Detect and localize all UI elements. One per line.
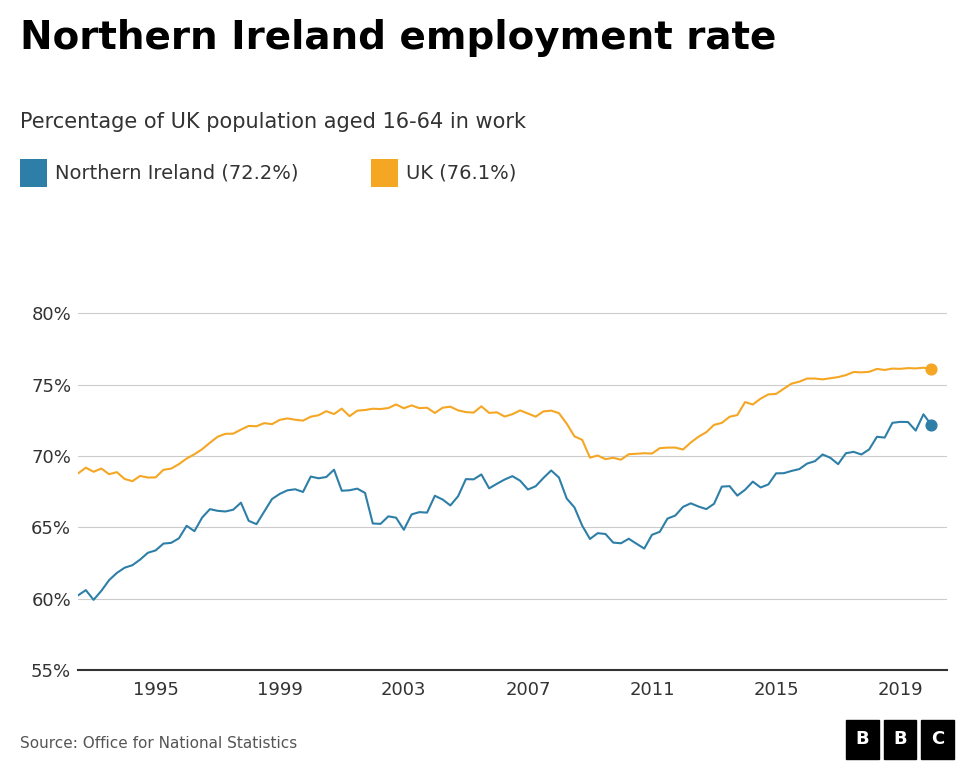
Bar xyxy=(883,720,916,758)
Bar xyxy=(921,720,954,758)
Text: B: B xyxy=(893,730,907,748)
Point xyxy=(923,418,939,430)
Text: B: B xyxy=(856,730,870,748)
Text: C: C xyxy=(931,730,944,748)
Text: Northern Ireland employment rate: Northern Ireland employment rate xyxy=(20,19,776,57)
Bar xyxy=(846,720,879,758)
Point xyxy=(923,363,939,375)
Text: Source: Office for National Statistics: Source: Office for National Statistics xyxy=(20,736,297,751)
Text: Percentage of UK population aged 16-64 in work: Percentage of UK population aged 16-64 i… xyxy=(20,112,525,132)
Text: Northern Ireland (72.2%): Northern Ireland (72.2%) xyxy=(55,164,298,182)
Text: UK (76.1%): UK (76.1%) xyxy=(406,164,516,182)
